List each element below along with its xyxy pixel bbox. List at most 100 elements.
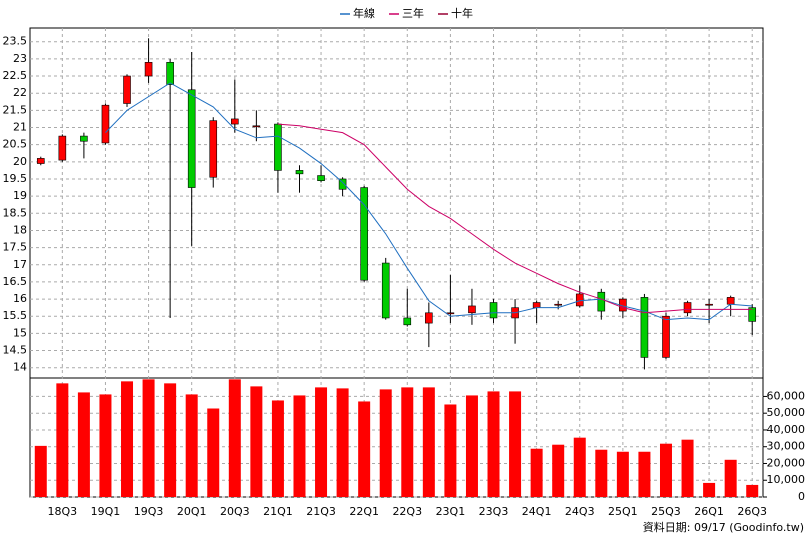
volume-bar bbox=[56, 383, 69, 497]
candle-body bbox=[575, 293, 584, 307]
candle-body bbox=[748, 307, 757, 322]
volume-bar bbox=[530, 448, 543, 497]
y-tick-label: 20.5 bbox=[3, 138, 28, 151]
candle-body bbox=[58, 135, 67, 161]
x-tick-label: 23Q1 bbox=[436, 505, 466, 518]
y-tick-label: 15 bbox=[13, 326, 27, 339]
volume-bar bbox=[34, 445, 47, 497]
x-tick-label: 19Q3 bbox=[134, 505, 164, 518]
volume-bar bbox=[185, 394, 198, 497]
candle-body bbox=[489, 302, 498, 319]
candle-body bbox=[662, 315, 670, 358]
candle-body bbox=[554, 303, 562, 306]
x-tick-label: 25Q1 bbox=[608, 505, 638, 518]
volume-bar bbox=[573, 437, 586, 497]
y-tick-label: 19.5 bbox=[3, 172, 28, 185]
volume-bar bbox=[703, 482, 716, 497]
volume-bar bbox=[444, 404, 457, 497]
volume-bar bbox=[487, 391, 500, 497]
volume-bar bbox=[121, 381, 134, 497]
series-line bbox=[277, 123, 753, 314]
volume-bar bbox=[99, 394, 112, 497]
candle-body bbox=[144, 62, 153, 77]
footer: 資料日期: 09/17 (Goodinfo.tw) bbox=[643, 520, 804, 534]
x-tick-label: 20Q1 bbox=[177, 505, 207, 518]
x-tick-label: 19Q1 bbox=[91, 505, 121, 518]
candle-body bbox=[640, 297, 649, 358]
y-tick-label: 14.5 bbox=[3, 344, 28, 357]
candle-body bbox=[36, 158, 45, 164]
y2-tick-label: 10,000 bbox=[767, 473, 806, 486]
y-tick-label: 14 bbox=[13, 361, 27, 374]
candle-body bbox=[726, 297, 735, 305]
y-tick-label: 22.5 bbox=[3, 69, 28, 82]
x-tick-label: 25Q3 bbox=[651, 505, 681, 518]
candle-body bbox=[252, 125, 261, 128]
volume-bar bbox=[336, 388, 349, 497]
legend-label: 三年 bbox=[402, 6, 424, 20]
y2-tick-label: 50,000 bbox=[767, 406, 806, 419]
volume-bar bbox=[401, 387, 414, 497]
candle-body bbox=[532, 302, 541, 308]
y-tick-label: 22 bbox=[13, 86, 27, 99]
candle-body bbox=[425, 312, 433, 324]
y2-tick-label: 40,000 bbox=[767, 423, 806, 436]
candle-body bbox=[166, 62, 174, 85]
volume-bar bbox=[595, 449, 608, 497]
x-tick-label: 23Q3 bbox=[479, 505, 509, 518]
volume-bar bbox=[638, 451, 651, 497]
volume-bar bbox=[77, 392, 90, 497]
x-tick-label: 26Q1 bbox=[694, 505, 724, 518]
x-tick-label: 18Q3 bbox=[48, 505, 78, 518]
candle-body bbox=[338, 178, 347, 190]
y-tick-label: 23 bbox=[13, 52, 27, 65]
y-tick-label: 21 bbox=[13, 121, 27, 134]
volume-bar bbox=[164, 383, 177, 497]
x-tick-label: 24Q3 bbox=[565, 505, 595, 518]
x-tick-label: 22Q3 bbox=[392, 505, 422, 518]
y-tick-label: 17.5 bbox=[3, 241, 28, 254]
x-tick-label: 22Q1 bbox=[349, 505, 379, 518]
volume-bar bbox=[422, 387, 435, 497]
candle-body bbox=[209, 120, 218, 178]
volume-bar bbox=[379, 389, 392, 497]
candle-body bbox=[123, 75, 131, 104]
candle-body bbox=[381, 262, 390, 319]
y-tick-label: 15.5 bbox=[3, 309, 28, 322]
volume-bar bbox=[142, 379, 155, 497]
volume-bar bbox=[465, 395, 478, 497]
x-tick-label: 20Q3 bbox=[220, 505, 250, 518]
candle-body bbox=[231, 118, 239, 125]
volume-bar bbox=[659, 443, 672, 497]
volume-bar bbox=[724, 459, 737, 497]
candle-body bbox=[295, 170, 304, 175]
candle-body bbox=[101, 104, 110, 144]
candle-body bbox=[80, 135, 88, 142]
y-tick-label: 17 bbox=[13, 258, 27, 271]
volume-bar bbox=[552, 444, 565, 497]
volume-bar bbox=[746, 484, 759, 497]
candle-body bbox=[468, 305, 476, 314]
volume-bar bbox=[315, 387, 328, 497]
volume-bar bbox=[681, 439, 694, 497]
volume-bar bbox=[228, 379, 241, 497]
volume-bar bbox=[250, 386, 263, 497]
candle-body bbox=[446, 312, 455, 315]
legend-label: 年線 bbox=[353, 6, 375, 20]
candle-body bbox=[403, 317, 412, 326]
y-tick-label: 23.5 bbox=[3, 35, 28, 48]
volume-bar bbox=[616, 451, 629, 497]
volume-bar bbox=[271, 400, 284, 497]
candle-body bbox=[683, 302, 692, 314]
y-tick-label: 19 bbox=[13, 189, 27, 202]
y2-tick-label: 30,000 bbox=[767, 440, 806, 453]
candle-body bbox=[317, 175, 325, 181]
x-tick-label: 26Q3 bbox=[737, 505, 767, 518]
y-tick-label: 20 bbox=[13, 155, 27, 168]
candle-body bbox=[597, 291, 606, 312]
legend-label: 十年 bbox=[451, 6, 473, 20]
candle-body bbox=[187, 89, 196, 188]
volume-bar bbox=[358, 401, 371, 497]
series-line bbox=[105, 82, 753, 321]
volume-bar bbox=[509, 391, 522, 497]
